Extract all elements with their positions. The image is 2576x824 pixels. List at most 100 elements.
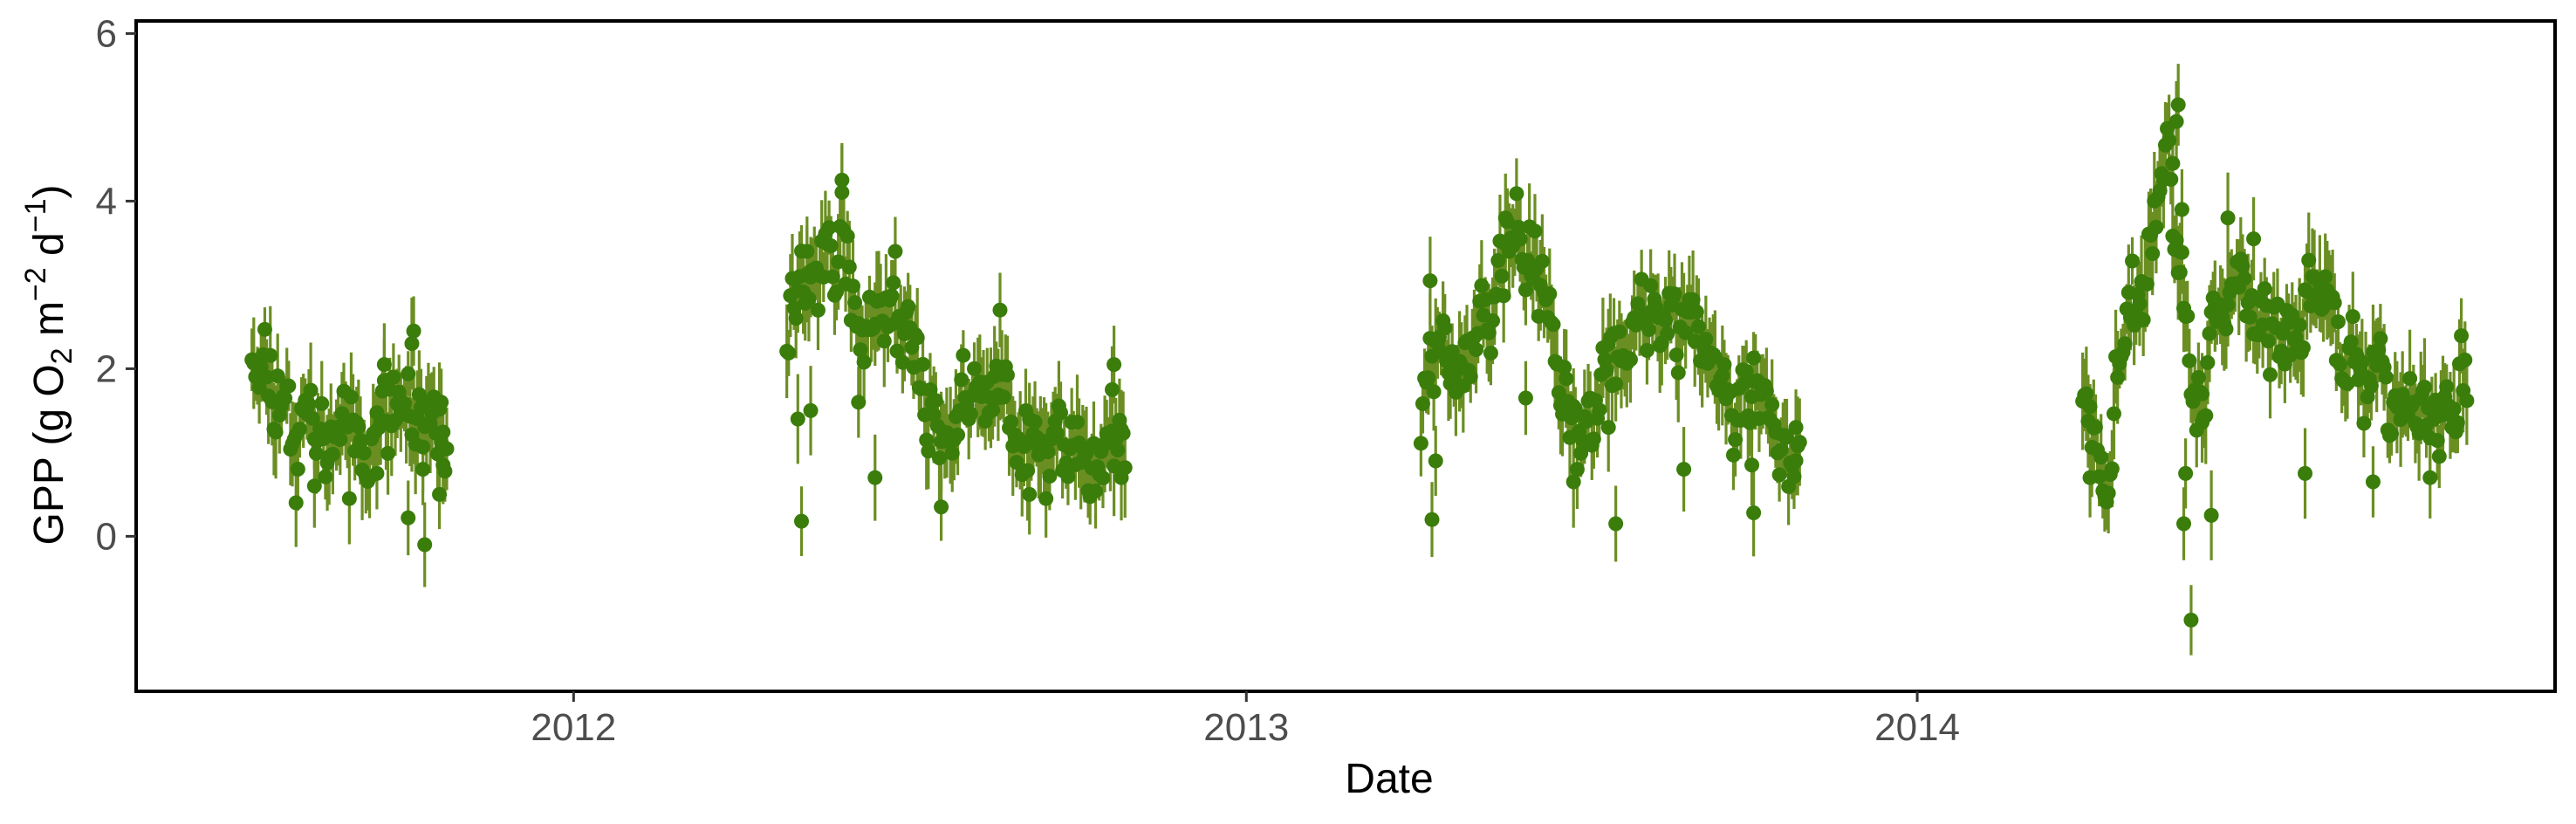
data-point [1518, 282, 1533, 298]
data-point [2125, 253, 2141, 269]
data-point [2093, 450, 2109, 465]
data-point [919, 432, 935, 448]
data-point [851, 395, 867, 410]
data-point [1622, 352, 1638, 367]
data-point [2170, 97, 2186, 113]
data-point [887, 244, 903, 259]
data-point [1670, 365, 1686, 381]
data-point [2145, 246, 2161, 262]
data-point [2326, 295, 2342, 311]
data-point [2422, 470, 2438, 485]
data-point [956, 347, 971, 363]
data-point [867, 470, 883, 485]
data-point [1424, 512, 1440, 527]
data-point [810, 302, 826, 318]
data-point [341, 491, 357, 506]
y-tick-label: 0 [96, 515, 117, 558]
data-point [2246, 231, 2262, 247]
data-point [415, 462, 431, 477]
data-point [301, 396, 317, 412]
data-point [291, 422, 307, 437]
data-point [1469, 342, 1484, 358]
data-point [1463, 369, 1478, 385]
data-point [834, 184, 850, 200]
data-point [1020, 463, 1036, 478]
data-point [1551, 385, 1566, 401]
x-tick-label: 2013 [1203, 706, 1289, 749]
data-point [2165, 155, 2181, 171]
data-point [1746, 505, 1762, 521]
data-point [2439, 379, 2455, 395]
data-point [2100, 485, 2116, 501]
data-point [435, 457, 451, 473]
data-point [263, 347, 278, 363]
data-point [1771, 467, 1787, 483]
data-point [950, 427, 966, 443]
data-point [1095, 470, 1111, 486]
data-point [2202, 326, 2217, 341]
data-point [1110, 443, 1126, 458]
data-point [1413, 436, 1428, 451]
data-point [2402, 371, 2418, 387]
data-point [376, 357, 392, 373]
data-point [2106, 406, 2121, 422]
data-point [439, 441, 455, 457]
data-point [931, 450, 947, 466]
y-tick-label: 6 [96, 12, 117, 55]
data-point [2082, 470, 2098, 485]
data-point [1643, 278, 1659, 293]
data-point [343, 389, 359, 405]
data-point [853, 342, 868, 358]
data-point [1569, 462, 1585, 477]
data-point [2378, 369, 2394, 385]
data-point [834, 172, 850, 188]
data-point [1004, 414, 1019, 429]
y-axis-title-d-superscript: −1 [19, 198, 52, 232]
data-point [1415, 396, 1430, 412]
data-point [2318, 269, 2333, 285]
data-point [889, 343, 905, 359]
data-point [380, 445, 396, 461]
data-point [1060, 469, 1076, 484]
data-point [839, 229, 855, 244]
data-point [415, 439, 431, 455]
data-point [2242, 309, 2257, 325]
data-point [1792, 435, 1807, 450]
data-point [2371, 342, 2387, 358]
data-point [306, 478, 322, 494]
data-point [391, 384, 407, 400]
data-point [1608, 376, 1624, 392]
data-point [790, 411, 805, 427]
data-point [915, 356, 931, 372]
data-point [288, 495, 304, 511]
data-point [928, 393, 943, 409]
data-point [1421, 370, 1436, 386]
data-point [1038, 491, 1054, 506]
data-point [1599, 362, 1614, 378]
y-axis-title-prefix: GPP (g O [26, 364, 72, 545]
data-point [2363, 378, 2379, 394]
data-point [351, 419, 367, 435]
data-point [2257, 281, 2272, 297]
data-point [1725, 447, 1741, 463]
data-point [921, 443, 936, 459]
data-point [2110, 369, 2126, 385]
data-point [406, 323, 421, 339]
data-point [1592, 402, 1607, 418]
data-point [1612, 324, 1627, 340]
data-point [2183, 612, 2199, 628]
data-point [1512, 231, 1528, 247]
data-point [794, 513, 810, 529]
data-point [825, 269, 840, 285]
data-point [386, 369, 401, 385]
data-point [2200, 354, 2216, 370]
data-point [353, 433, 368, 449]
data-point [1565, 474, 1581, 490]
data-point [1426, 384, 1442, 400]
data-point [1542, 286, 1558, 302]
data-point [1022, 486, 1038, 502]
y-axis-title-o2-subscript: 2 [45, 347, 79, 364]
data-point [2235, 258, 2251, 274]
data-point [1496, 288, 1511, 304]
